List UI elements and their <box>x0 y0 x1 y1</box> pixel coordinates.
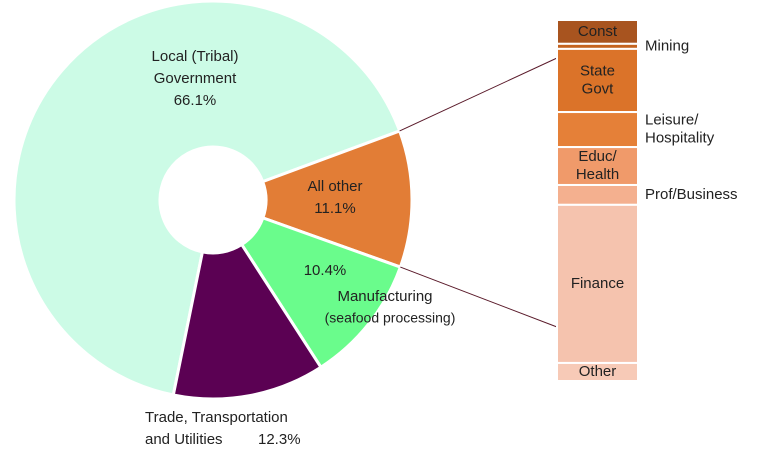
bar-segment <box>556 47 639 114</box>
pie-category-label: Trade, Transportation <box>145 409 288 426</box>
pie-category-label: Manufacturing <box>337 288 432 305</box>
bar-segment-label: Finance <box>571 275 624 292</box>
pie-category-label: (seafood processing) <box>325 310 456 326</box>
pie-slice <box>171 242 323 401</box>
pie-value-label: 12.3% <box>258 431 301 448</box>
pie-label: Local (Tribal) Government 66.1% <box>152 48 239 109</box>
bar-segment <box>556 203 639 364</box>
pie-category-label: Local (Tribal) <box>152 48 239 65</box>
bar-segment-label: Leisure/ <box>645 112 699 129</box>
pie-label: All other 11.1% <box>307 178 362 217</box>
bar-segment-label: Mining <box>645 37 689 54</box>
pie-value-label: 11.1% <box>314 200 355 217</box>
connector-line <box>399 57 558 132</box>
bar-segment-label: Const <box>578 23 618 40</box>
pie-slice <box>239 215 403 370</box>
bar-segment-label: Other <box>579 363 617 380</box>
bar-segment-label: Educ/ <box>578 148 617 165</box>
pie-slice <box>260 129 414 269</box>
pie-label: 10.4% Manufacturing (seafood processing) <box>304 262 456 326</box>
pie-category-label: All other <box>307 178 362 195</box>
pie-value-label: 66.1% <box>174 92 217 109</box>
pie-category-label: Government <box>154 70 237 87</box>
pie-label: Trade, Transportation and Utilities 12.3% <box>145 409 301 448</box>
bar-segment <box>556 361 639 383</box>
bar-segment-label: State <box>580 62 615 79</box>
bar-segment-label: Prof/Business <box>645 186 738 203</box>
bar-segment <box>556 146 639 186</box>
bar-segment-label: Hospitality <box>645 130 715 147</box>
bar-segment-label: Govt <box>582 80 615 97</box>
pie-category-label: and Utilities <box>145 431 223 448</box>
bar-segment <box>556 183 639 206</box>
bar-segment <box>556 111 639 149</box>
pie-value-label: 10.4% <box>304 262 347 279</box>
pie-slice <box>12 0 402 397</box>
connector-line <box>400 266 558 328</box>
bar-segment-label: Health <box>576 166 619 183</box>
